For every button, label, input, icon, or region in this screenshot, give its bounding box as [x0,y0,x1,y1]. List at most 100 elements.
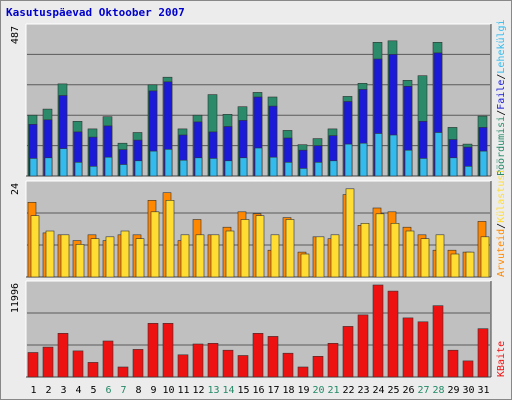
bar-lehekülgi-day-28 [434,132,443,177]
bar-külastusi-day-14 [225,230,235,278]
x-tick-label-day-26: 26 [402,385,414,396]
bar-lehekülgi-day-19 [299,168,308,177]
bar-lehekülgi-day-25 [389,134,398,177]
bar-kbaite-day-3 [57,332,69,378]
bar-lehekülgi-day-20 [314,162,323,177]
bar-külastusi-day-1 [30,215,40,278]
bar-lehekülgi-day-11 [179,159,188,177]
bar-kbaite-day-20 [312,355,324,378]
bar-külastusi-day-31 [480,236,490,278]
y-tick-label: 487 [10,26,21,44]
y-tick-label: 11996 [10,283,21,313]
x-tick-label-day-11: 11 [177,385,189,396]
legend-entry: Arvuteid [496,229,507,277]
x-tick-label-day-9: 9 [150,385,156,396]
bar-lehekülgi-day-6 [104,156,113,177]
bar-kbaite-day-30 [462,360,474,378]
bar-lehekülgi-day-21 [329,160,338,177]
bar-lehekülgi-day-4 [74,162,83,177]
bar-kbaite-day-7 [117,366,129,378]
bar-kbaite-day-1 [27,352,39,378]
bar-lehekülgi-day-3 [59,148,68,177]
legend: Pöördumisi/Faile/Lehekülgi [496,19,507,176]
bar-külastusi-day-5 [90,238,100,278]
bar-kbaite-day-2 [42,346,54,378]
bar-lehekülgi-day-17 [269,156,278,177]
legend: KBaite [496,341,507,377]
x-tick-label-day-18: 18 [282,385,294,396]
bar-kbaite-day-28 [432,305,444,378]
bar-külastusi-day-9 [150,211,160,278]
x-tick-label-day-22: 22 [342,385,354,396]
x-tick-label-day-15: 15 [237,385,249,396]
bar-kbaite-day-25 [387,290,399,378]
x-tick-label-day-30: 30 [462,385,474,396]
bar-kbaite-day-27 [417,321,429,378]
bar-külastusi-day-13 [210,234,220,278]
bar-lehekülgi-day-12 [194,157,203,177]
legend-entry: Lehekülgi [496,19,507,73]
bar-kbaite-day-4 [72,350,84,378]
legend-entry: Faile [496,80,507,110]
bar-lehekülgi-day-18 [284,162,293,177]
chart-panel-2: 24 Arvuteid/Külastusi [10,169,507,278]
x-tick-label-day-13: 13 [207,385,219,396]
bar-lehekülgi-day-23 [359,142,368,177]
bar-külastusi-day-19 [300,253,310,278]
bar-lehekülgi-day-13 [209,158,218,177]
bar-külastusi-day-20 [315,236,325,278]
bar-lehekülgi-day-15 [239,157,248,177]
x-tick-label-day-17: 17 [267,385,279,396]
bar-lehekülgi-day-29 [449,157,458,177]
x-tick-label-day-10: 10 [162,385,174,396]
legend: Arvuteid/Külastusi [496,169,507,277]
x-tick-label-day-19: 19 [297,385,309,396]
bar-lehekülgi-day-27 [419,158,428,177]
x-tick-label-day-25: 25 [387,385,399,396]
bar-kbaite-day-5 [87,362,99,378]
bar-lehekülgi-day-5 [89,166,98,177]
bar-külastusi-day-24 [375,213,385,278]
bar-lehekülgi-day-1 [29,158,38,177]
bar-külastusi-day-2 [45,230,55,278]
chart-title: Kasutuspäevad Oktoober 2007 [6,6,185,19]
bar-külastusi-day-23 [360,223,370,278]
bar-kbaite-day-8 [132,349,144,378]
bar-lehekülgi-day-9 [149,150,158,177]
bar-kbaite-day-16 [252,332,264,378]
x-tick-label-day-29: 29 [447,385,459,396]
bar-kbaite-day-13 [207,342,219,378]
bar-külastusi-day-3 [60,234,70,278]
bar-kbaite-day-31 [477,328,489,378]
bar-lehekülgi-day-22 [344,143,353,177]
bar-kbaite-day-11 [177,354,189,378]
bar-kbaite-day-26 [402,317,414,378]
x-tick-label-day-4: 4 [75,385,81,396]
bar-külastusi-day-15 [240,219,250,278]
bar-lehekülgi-day-10 [164,149,173,177]
bar-lehekülgi-day-30 [464,166,473,177]
bar-kbaite-day-14 [222,349,234,378]
bar-kbaite-day-15 [237,355,249,378]
bar-kbaite-day-29 [447,349,459,378]
x-tick-label-day-14: 14 [222,385,234,396]
x-tick-label-day-2: 2 [45,385,51,396]
legend-separator: / [496,110,507,116]
bar-lehekülgi-day-2 [44,157,53,177]
x-tick-label-day-21: 21 [327,385,339,396]
bar-külastusi-day-22 [345,188,355,278]
bar-külastusi-day-8 [135,238,145,278]
bar-lehekülgi-day-26 [404,149,413,177]
x-tick-label-day-23: 23 [357,385,369,396]
bar-külastusi-day-7 [120,230,130,278]
y-tick-label: 24 [10,183,21,195]
x-tick-label-day-28: 28 [432,385,444,396]
bar-külastusi-day-30 [465,251,475,278]
bar-kbaite-day-17 [267,336,279,378]
bar-kbaite-day-19 [297,366,309,378]
bar-külastusi-day-28 [435,234,445,278]
legend-separator: / [496,223,507,229]
bar-kbaite-day-22 [342,326,354,378]
